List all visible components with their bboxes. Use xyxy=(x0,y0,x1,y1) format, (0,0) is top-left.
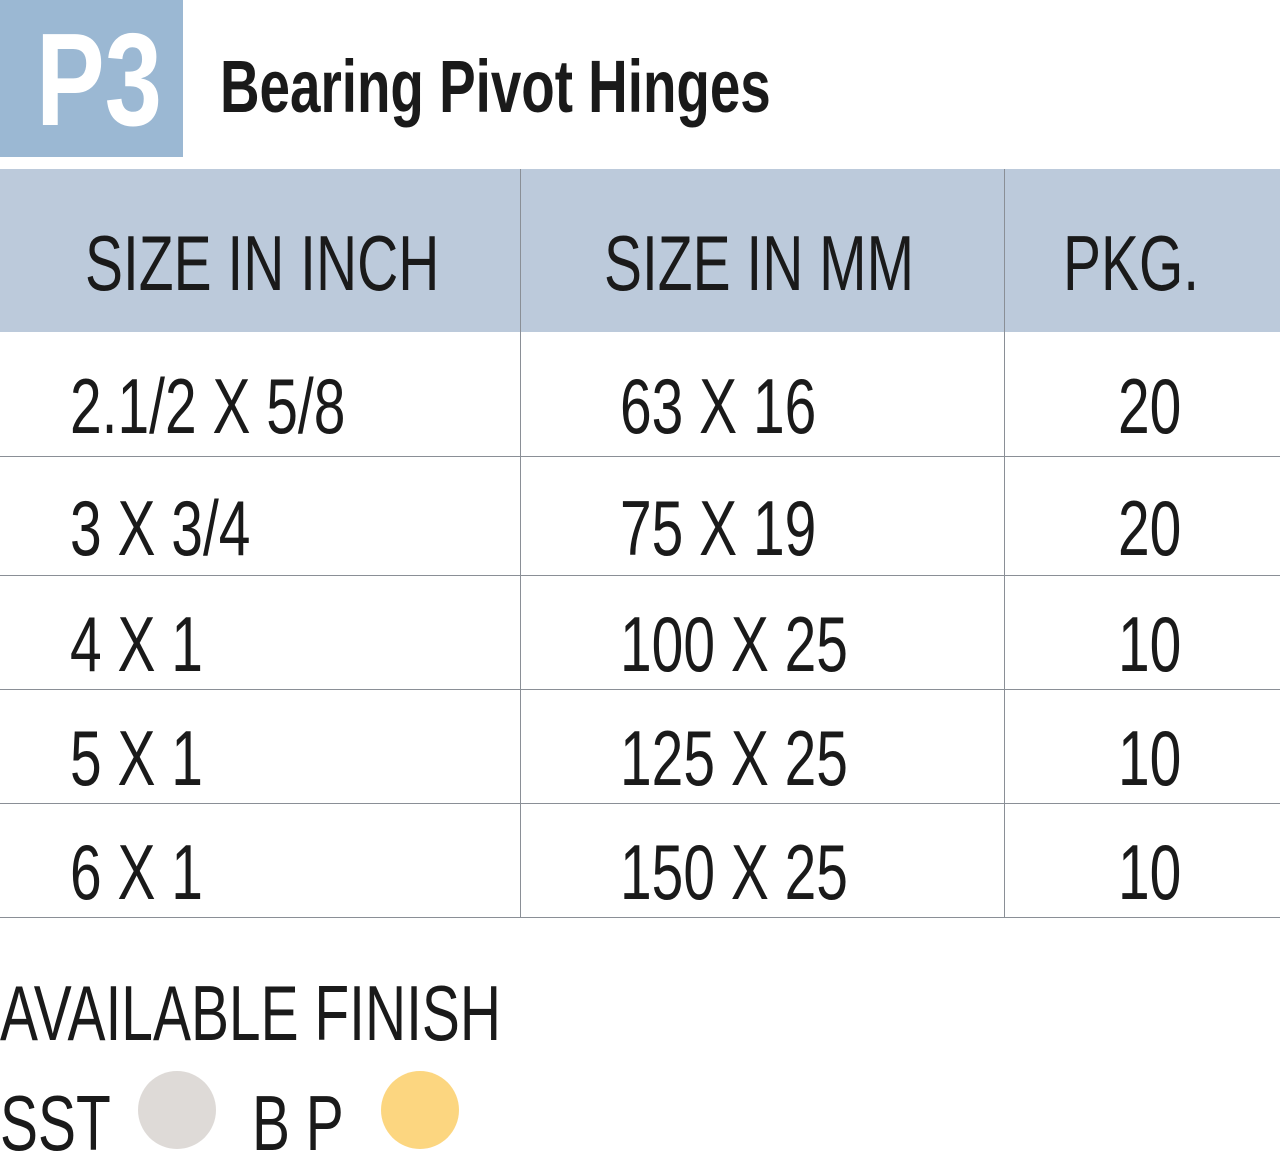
cell-pkg: 20 xyxy=(1118,362,1182,450)
column-header-mm: SIZE IN MM xyxy=(604,219,915,307)
cell-inch: 5 X 1 xyxy=(70,714,203,802)
finish-heading: AVAILABLE FINISH xyxy=(0,969,502,1057)
row-divider xyxy=(0,575,1280,576)
cell-pkg: 10 xyxy=(1118,828,1182,916)
finish-swatch-bp xyxy=(381,1071,459,1149)
page-title: Bearing Pivot Hinges xyxy=(220,44,964,129)
row-divider xyxy=(0,803,1280,804)
cell-inch: 2.1/2 X 5/8 xyxy=(70,362,346,450)
cell-pkg: 20 xyxy=(1118,483,1182,572)
table-header xyxy=(0,169,1280,332)
row-divider xyxy=(0,689,1280,690)
column-header-pkg: PKG. xyxy=(1063,219,1200,307)
cell-mm: 100 X 25 xyxy=(620,600,848,688)
cell-mm: 150 X 25 xyxy=(620,828,848,916)
cell-pkg: 10 xyxy=(1118,600,1182,688)
cell-inch: 3 X 3/4 xyxy=(70,483,251,572)
cell-inch: 4 X 1 xyxy=(70,600,203,688)
cell-inch: 6 X 1 xyxy=(70,828,203,916)
finish-swatch-sst xyxy=(138,1071,216,1149)
cell-mm: 125 X 25 xyxy=(620,714,848,802)
column-divider xyxy=(520,169,521,917)
product-code-badge: P3 xyxy=(0,0,183,157)
cell-mm: 75 X 19 xyxy=(620,483,817,572)
page-title-text: Bearing Pivot Hinges xyxy=(220,45,771,128)
column-header-inch: SIZE IN INCH xyxy=(85,219,440,307)
cell-mm: 63 X 16 xyxy=(620,362,817,450)
row-divider xyxy=(0,456,1280,457)
cell-pkg: 10 xyxy=(1118,714,1182,802)
product-code: P3 xyxy=(36,6,162,153)
finish-label-bp: B P xyxy=(252,1079,344,1167)
column-divider xyxy=(1004,169,1005,917)
finish-label-sst: SST xyxy=(0,1079,111,1167)
row-divider xyxy=(0,917,1280,918)
